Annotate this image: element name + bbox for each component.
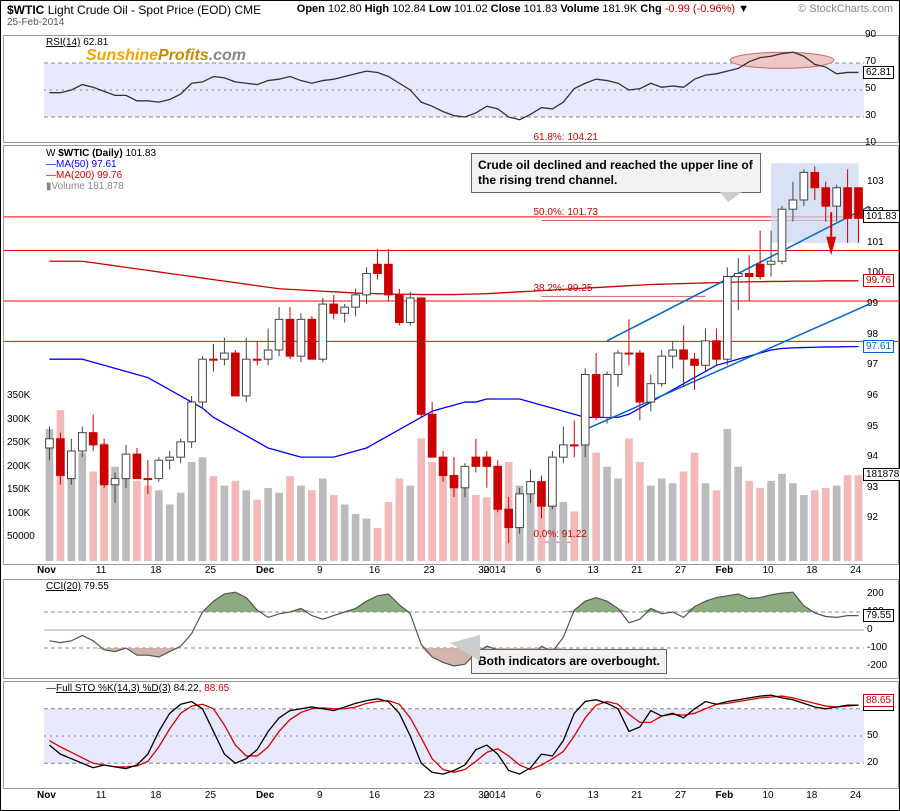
symbol: $WTIC (7, 3, 44, 17)
cci-legend: CCI(20) 79.55 (46, 581, 109, 592)
title-row: $WTIC Light Crude Oil - Spot Price (EOD)… (7, 3, 261, 17)
fib-label: 61.8%: 104.21 (533, 132, 598, 143)
source-attribution: © StockCharts.com (798, 3, 893, 15)
ohlc-header: Open 102.80 High 102.84 Low 101.02 Close… (297, 3, 749, 15)
price-flag-close: 101.83 (863, 210, 900, 223)
fib-label: 0.0%: 91.22 (533, 529, 586, 540)
indicators-callout: Both indicators are overbought. (471, 649, 667, 674)
price-legend: W $WTIC (Daily) 101.83 —MA(50) 97.61 —MA… (46, 148, 156, 192)
price-flag-ma50: 97.61 (863, 340, 894, 353)
watermark: SunshineProfits.com (86, 47, 246, 65)
price-flag-ma200: 99.76 (863, 274, 894, 287)
fib-label: 50.0%: 101.73 (533, 207, 598, 218)
chart-date: 25-Feb-2014 (7, 17, 64, 28)
exchange: CME (234, 3, 261, 17)
fib-label: 38.2%: 99.25 (533, 283, 592, 294)
price-callout: Crude oil declined and reached the upper… (471, 153, 761, 193)
sto-legend: —Full STO %K(14,3) %D(3) 84.22, 88.65 (46, 683, 229, 694)
price-legend-row: W $WTIC (Daily) 101.83 (46, 148, 156, 159)
security-name: Light Crude Oil - Spot Price (EOD) (48, 3, 231, 17)
